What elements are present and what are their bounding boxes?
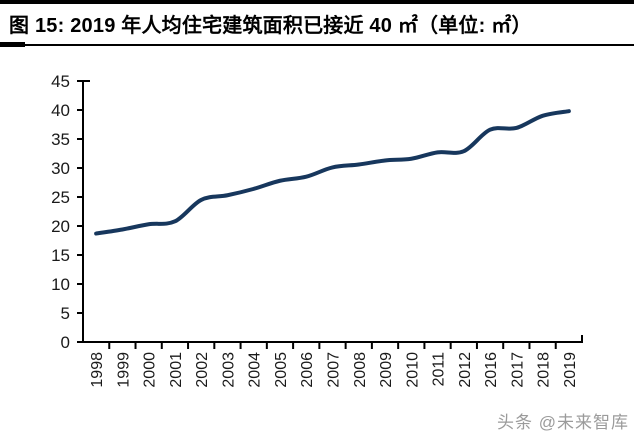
x-axis-label: 2002 (194, 352, 211, 388)
figure-title-bar: 图 15: 2019 年人均住宅建筑面积已接近 40 ㎡（单位: ㎡） (0, 4, 634, 43)
y-axis-label: 25 (51, 188, 70, 207)
y-axis-label: 5 (61, 304, 70, 323)
x-axis-label: 2003 (220, 352, 237, 388)
figure-title: 图 15: 2019 年人均住宅建筑面积已接近 40 ㎡（单位: ㎡） (9, 15, 532, 37)
x-axis-label: 2004 (247, 352, 264, 388)
y-axis-label: 20 (51, 217, 70, 236)
title-divider-accent (0, 42, 25, 47)
x-axis-label: 1999 (115, 352, 132, 388)
x-axis-label: 2012 (457, 352, 474, 388)
y-axis-label: 40 (51, 101, 70, 120)
top-border-bar (0, 0, 634, 4)
y-axis-label: 0 (61, 333, 70, 352)
x-axis-label: 2016 (483, 352, 500, 388)
x-axis-label: 2007 (326, 352, 343, 388)
chart-svg: 0 5 10 15 20 25 30 35 40 45 1998 1999 2000 2001 2002 20… (51, 72, 583, 388)
x-axis-label: 2017 (509, 352, 526, 388)
y-axis-label: 45 (51, 72, 70, 91)
x-axis-label: 2001 (168, 352, 185, 388)
chart-area: 0 5 10 15 20 25 30 35 40 45 1998 1999 2000 2001 2002 20… (0, 46, 634, 436)
y-axis-label: 15 (51, 246, 70, 265)
x-axis-label: 2008 (352, 352, 369, 388)
x-axis-label: 2006 (299, 352, 316, 388)
y-axis-label: 10 (51, 275, 70, 294)
x-axis-label: 2010 (404, 352, 421, 388)
y-axis-label: 30 (51, 159, 70, 178)
x-axis-label: 2005 (273, 352, 290, 388)
x-axis-label: 2011 (431, 352, 448, 387)
x-axis-label: 2009 (378, 352, 395, 388)
data-line (94, 109, 571, 236)
axes (82, 80, 583, 343)
x-axis-label: 2018 (536, 352, 553, 388)
y-axis-label: 35 (51, 130, 70, 149)
x-axis-label: 2019 (562, 352, 579, 388)
x-axis-label: 2000 (142, 352, 159, 388)
watermark: 头条 @未来智库 (497, 413, 629, 432)
x-axis-label: 1998 (89, 352, 106, 388)
title-divider (0, 42, 634, 47)
